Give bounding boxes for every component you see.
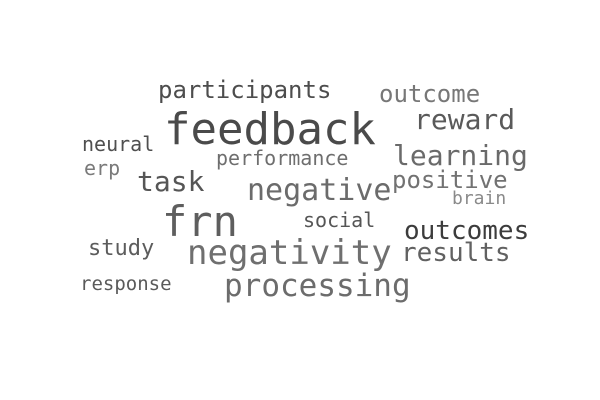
word-erp: erp <box>84 156 121 180</box>
word-results: results <box>401 238 511 268</box>
word-social: social <box>303 208 376 232</box>
word-learning: learning <box>393 139 528 172</box>
word-reward: reward <box>414 103 516 136</box>
word-feedback: feedback <box>164 104 376 155</box>
word-outcomes: outcomes <box>404 216 530 246</box>
word-performance: performance <box>216 146 349 170</box>
word-processing: processing <box>224 268 411 304</box>
word-brain: brain <box>452 188 507 209</box>
word-positive: positive <box>392 166 508 194</box>
word-study: study <box>88 236 155 261</box>
word-response: response <box>80 273 172 295</box>
word-negative: negative <box>247 173 392 208</box>
word-outcome: outcome <box>379 80 481 108</box>
word-neural: neural <box>82 132 155 156</box>
word-negativity: negativity <box>187 233 392 273</box>
word-task: task <box>137 165 205 198</box>
word-participants: participants <box>158 76 332 104</box>
word-frn: frn <box>162 197 238 246</box>
